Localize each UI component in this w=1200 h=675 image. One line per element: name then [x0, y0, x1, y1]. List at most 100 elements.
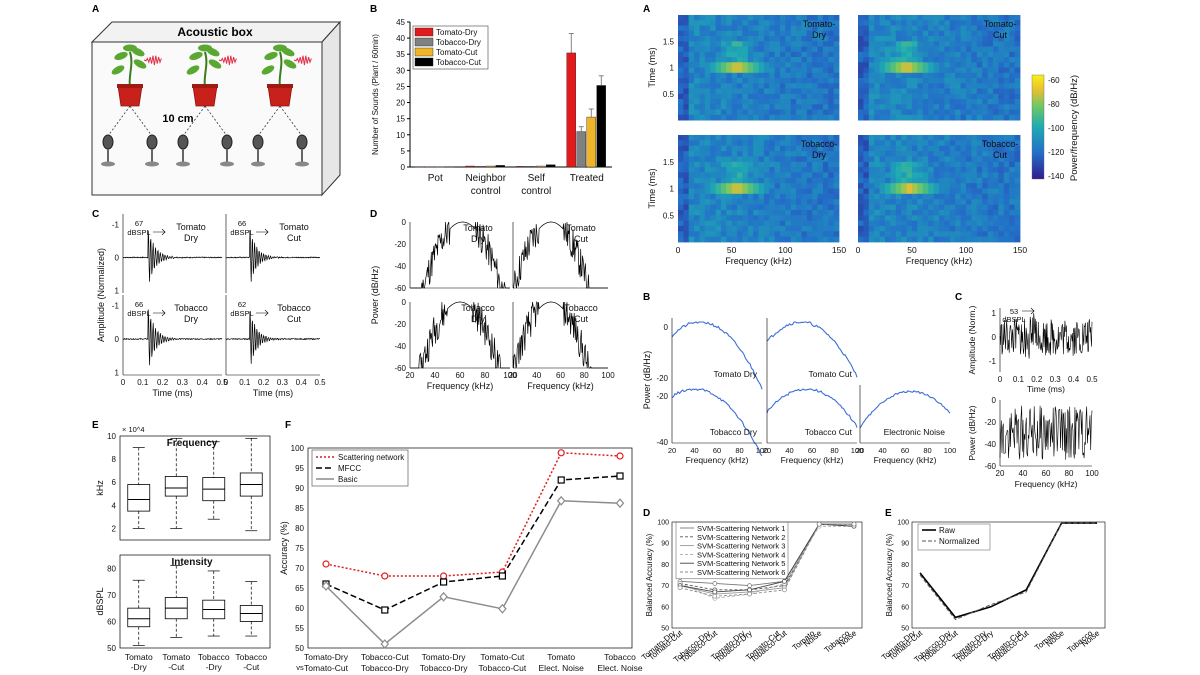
heatmap-cell: [753, 46, 759, 53]
heatmap-cell: [906, 215, 913, 222]
heatmap-cell: [987, 177, 994, 184]
heatmap-cell: [785, 51, 792, 58]
y-tick-label: 0: [992, 333, 997, 342]
x-tick-label: 0.5: [216, 378, 228, 387]
heatmap-cell: [758, 57, 765, 63]
heatmap-cell: [785, 30, 792, 37]
heatmap-cell: [858, 83, 864, 89]
heatmap-cell: [885, 20, 891, 26]
y-tick-label: -20: [656, 392, 668, 401]
heatmap-cell: [993, 183, 999, 189]
data-point: [557, 476, 565, 484]
heatmap-cell: [868, 145, 875, 152]
heatmap-cell: [939, 215, 945, 222]
heatmap-cell: [874, 41, 880, 47]
heatmap-cell: [785, 225, 792, 232]
x-tick-label: 0.1: [137, 378, 149, 387]
heatmap-cell: [737, 161, 743, 168]
heatmap-cell: [917, 20, 924, 26]
heatmap-cell: [796, 88, 802, 95]
heatmap-cell: [917, 41, 924, 47]
heatmap-cell: [806, 88, 813, 95]
legend-label: Basic: [338, 475, 358, 484]
waveform-line: [122, 309, 223, 366]
heatmap-cell: [769, 72, 775, 79]
heatmap-cell: [796, 78, 802, 84]
data-point: [712, 581, 718, 586]
waveform-panel-label: Cut: [287, 314, 302, 324]
heatmap-cell: [863, 199, 870, 205]
heatmap-cell: [874, 67, 880, 74]
heatmap-cell: [939, 151, 945, 157]
heatmap-cell: [982, 225, 988, 232]
heatmap-cell: [955, 151, 961, 157]
heatmap-cell: [998, 193, 1005, 200]
heatmap-cell: [993, 36, 999, 42]
heatmap-cell: [780, 99, 786, 105]
heatmap-cell: [731, 177, 738, 184]
x-tick-label: 50: [727, 245, 737, 255]
heatmap-cell: [688, 231, 695, 238]
heatmap-cell: [737, 215, 743, 222]
heatmap-cell: [966, 193, 972, 200]
plant-3: [251, 44, 312, 167]
heatmap-cell: [966, 225, 972, 232]
data-point: [615, 498, 625, 509]
heatmap-cell: [895, 215, 902, 222]
heatmap-cell: [704, 83, 711, 89]
heatmap-cell: [879, 215, 886, 222]
spectrum-panel-label: Tobacco: [564, 303, 598, 313]
heatmap-cell: [966, 183, 972, 189]
y-tick-label: 1: [992, 309, 997, 318]
heatmap-cell: [780, 135, 786, 141]
heatmap-cell: [678, 140, 684, 147]
heatmap-cell: [731, 93, 738, 100]
heatmap-cell: [993, 57, 999, 63]
heatmap-cell: [747, 199, 754, 205]
heatmap-cell: [780, 72, 786, 79]
heatmap-cell: [715, 36, 722, 42]
heatmap-cell: [971, 15, 978, 21]
data-point: [440, 572, 448, 580]
heatmap-cell: [912, 46, 918, 53]
heatmap-cell: [731, 99, 738, 105]
heatmap-cell: [890, 104, 897, 110]
heatmap-cell: [790, 72, 797, 79]
heatmap-cell: [726, 188, 733, 195]
heatmap-cell: [982, 51, 988, 58]
heatmap-cell: [758, 88, 765, 95]
heatmap-cell: [769, 30, 775, 37]
heatmap-cell: [987, 41, 994, 47]
heatmap-cell: [763, 231, 770, 238]
heatmap-cell: [763, 67, 770, 74]
heatmap-cell: [917, 236, 924, 243]
heatmap-cell: [731, 104, 738, 110]
heatmap-cell: [949, 156, 956, 163]
heatmap-cell: [758, 135, 765, 141]
heatmap-cell: [806, 15, 813, 21]
heatmap-cell: [993, 72, 999, 79]
heatmap-cell: [933, 209, 940, 216]
heatmap-cell: [780, 177, 786, 184]
heatmap-cell: [982, 30, 988, 37]
y-tick-label: -60: [984, 462, 996, 471]
heatmap-cell: [720, 99, 727, 105]
y-tick-label: 1.5: [663, 37, 675, 46]
heatmap-cell: [879, 183, 886, 189]
heatmap-cell: [1014, 236, 1021, 243]
heatmap-cell: [737, 114, 743, 121]
heatmap-cell: [683, 156, 690, 163]
heatmap-cell: [874, 36, 880, 42]
heatmap-cell: [966, 51, 972, 58]
heatmap-cell: [993, 114, 999, 121]
heatmap-cell: [769, 151, 775, 157]
y-tick-label: -40: [394, 342, 406, 351]
heatmap-cell: [747, 93, 754, 100]
arrow-icon: [153, 228, 166, 236]
heatmap-cell: [801, 188, 808, 195]
heatmap-cell: [874, 57, 880, 63]
heatmap-cell: [817, 177, 824, 184]
x-tick-label: 0.4: [1068, 375, 1080, 384]
heatmap-cell: [982, 193, 988, 200]
category-label: Tomato-Dry: [422, 652, 467, 662]
